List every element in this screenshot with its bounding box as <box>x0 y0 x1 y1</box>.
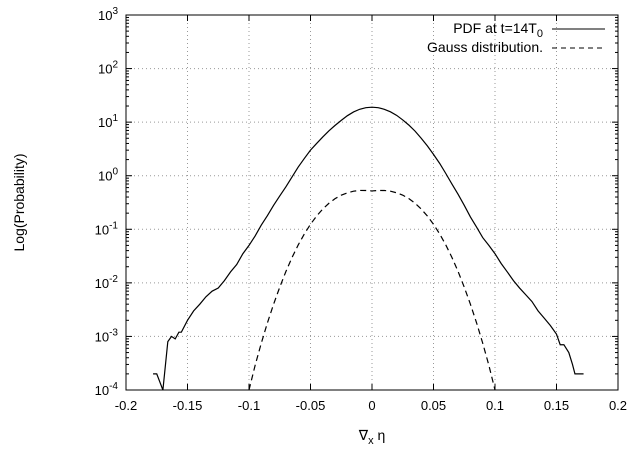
series-layer <box>153 106 584 391</box>
y-tick-label: 10-1 <box>95 220 119 237</box>
x-tick-label: -0.1 <box>238 398 260 413</box>
legend: PDF at t=14T0 Gauss distribution. <box>427 20 605 55</box>
x-tick-label: 0.2 <box>609 398 627 413</box>
y-axis-label: Log(Probability) <box>11 153 27 251</box>
x-tick-label: -0.15 <box>173 398 203 413</box>
x-tick-label: 0.15 <box>544 398 569 413</box>
legend-entry-pdf-main: PDF at t=14T <box>453 20 537 36</box>
series-line-gauss <box>248 189 496 391</box>
x-axis-label-main: ∇ <box>358 427 369 443</box>
x-tick-label: 0.05 <box>421 398 446 413</box>
y-tick-label: 102 <box>98 60 118 77</box>
y-tick-label: 10-2 <box>95 274 119 291</box>
y-tick-label: 101 <box>98 113 118 130</box>
tick-labels: -0.2 -0.15 -0.1 -0.05 0 0.05 0.1 0.15 0.2 10-4 10-… <box>95 6 627 413</box>
ticks <box>125 14 619 391</box>
x-tick-label: -0.05 <box>296 398 326 413</box>
legend-entry-pdf-sub: 0 <box>537 28 543 40</box>
y-tick-label: 103 <box>98 6 118 23</box>
y-tick-label: 10-4 <box>95 381 119 398</box>
grid <box>126 15 618 390</box>
y-tick-label: 10-3 <box>95 327 119 344</box>
series-line-pdf <box>153 106 584 391</box>
legend-entry-pdf: PDF at t=14T0 <box>453 20 543 40</box>
legend-entry-gauss: Gauss distribution. <box>427 39 543 55</box>
x-axis-label-sub: x <box>368 435 374 447</box>
x-tick-label: -0.2 <box>115 398 137 413</box>
y-tick-label: 100 <box>98 167 118 184</box>
x-axis-label: ∇x η <box>358 427 386 447</box>
x-axis-label-tail: η <box>374 427 386 443</box>
x-tick-label: 0.1 <box>486 398 504 413</box>
x-tick-label: 0 <box>368 398 375 413</box>
